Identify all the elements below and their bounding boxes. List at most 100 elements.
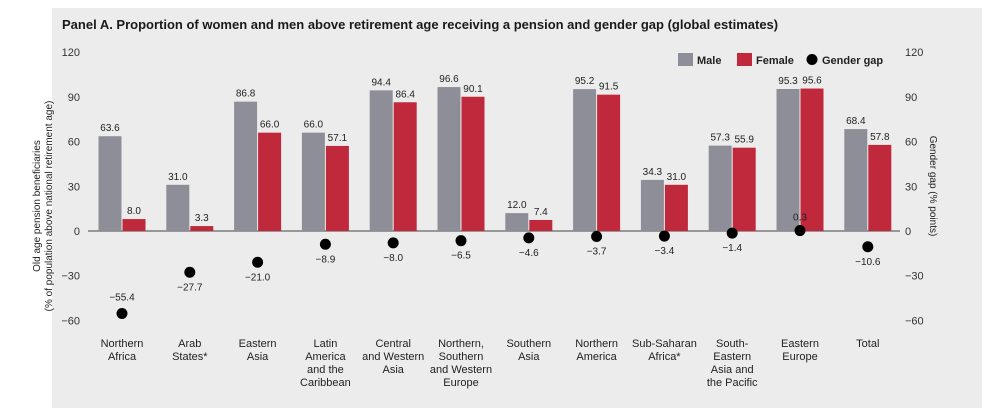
gender-gap-label: −6.5: [451, 251, 471, 262]
bar-male: [369, 90, 393, 232]
x-category-label: States*: [172, 351, 208, 363]
y-tick-label-left: −30: [61, 271, 80, 283]
bar-label-female: 90.1: [463, 84, 483, 95]
bar-female: [258, 132, 282, 231]
bar-male: [166, 184, 190, 231]
y-tick-label-left: 120: [62, 47, 80, 59]
x-category-label: America: [305, 351, 346, 363]
bar-label-female: 95.6: [802, 76, 822, 87]
x-category-label: Eastern: [781, 338, 819, 350]
gender-gap-point: [252, 256, 264, 268]
x-category-label: Africa: [108, 351, 137, 363]
gender-gap-point: [319, 238, 331, 250]
bar-label-male: 86.8: [236, 89, 256, 100]
y-tick-label-left: 0: [74, 226, 80, 238]
y-tick-label-right: 120: [905, 47, 923, 59]
legend-label-female: Female: [756, 55, 794, 67]
gender-gap-label: −3.7: [587, 247, 607, 258]
y-tick-label-right: 30: [905, 181, 917, 193]
bar-male: [776, 89, 800, 232]
bar-male: [234, 101, 258, 231]
y-tick-label-left: 60: [68, 137, 80, 149]
bar-female: [732, 147, 756, 231]
chart-panel-background: [52, 8, 982, 408]
bar-label-male: 63.6: [100, 123, 120, 134]
gender-gap-point: [794, 225, 806, 237]
bar-label-male: 94.4: [371, 77, 391, 88]
gender-gap-label: −1.4: [722, 243, 742, 254]
legend-swatch-male: [678, 53, 693, 66]
x-category-label: Southern: [439, 351, 484, 363]
y-tick-label-right: −60: [905, 315, 924, 327]
x-category-label: Asia: [518, 351, 540, 363]
bar-female: [800, 88, 824, 231]
x-category-label: Latin: [313, 338, 337, 350]
y-tick-label-right: 0: [905, 226, 911, 238]
x-category-label: and Western: [362, 351, 424, 363]
bar-female: [529, 219, 553, 231]
x-category-label: Northern: [101, 338, 144, 350]
bar-label-female: 86.4: [395, 89, 415, 100]
bar-male: [301, 132, 325, 231]
bar-label-female: 8.0: [127, 206, 141, 217]
bar-male: [437, 87, 461, 231]
gender-gap-label: −8.0: [383, 253, 403, 264]
bar-male: [505, 213, 529, 231]
y-tick-label-left: 90: [68, 92, 80, 104]
bar-label-male: 95.3: [778, 76, 798, 87]
bar-label-male: 31.0: [168, 172, 188, 183]
chart-title: Panel A. Proportion of women and men abo…: [62, 17, 779, 32]
bar-label-male: 34.3: [643, 167, 663, 178]
gender-gap-point: [116, 308, 128, 320]
gender-gap-point: [387, 237, 399, 249]
x-category-label: Eastern: [713, 351, 751, 363]
x-category-label: Asia and: [711, 364, 754, 376]
y-tick-label-left: 30: [68, 181, 80, 193]
x-category-label: Northern: [575, 338, 618, 350]
gender-gap-label: −4.6: [519, 248, 539, 259]
bar-female: [325, 145, 349, 231]
bar-label-female: 57.1: [328, 133, 348, 144]
gender-gap-point: [591, 231, 603, 243]
bar-label-female: 55.9: [734, 135, 754, 146]
x-category-label: and the: [307, 364, 344, 376]
x-category-label: Southern: [506, 338, 551, 350]
gender-gap-label: −8.9: [316, 254, 336, 265]
gender-gap-label: −27.7: [177, 282, 203, 293]
gender-gap-label: −21.0: [245, 272, 271, 283]
x-category-label: Central: [375, 338, 410, 350]
bar-female: [664, 184, 688, 231]
y-axis-title-right: Gender gap (% points): [927, 136, 938, 237]
bar-female: [393, 102, 417, 231]
bar-male: [98, 136, 122, 231]
bar-label-male: 68.4: [846, 116, 866, 127]
bar-label-male: 96.6: [439, 74, 459, 85]
y-tick-label-right: 60: [905, 137, 917, 149]
legend-label-gender-gap: Gender gap: [822, 55, 883, 67]
gender-gap-point: [523, 232, 535, 244]
bar-label-female: 31.0: [667, 172, 687, 183]
bar-label-male: 57.3: [710, 133, 730, 144]
x-category-label: Asia: [247, 351, 269, 363]
bar-label-male: 95.2: [575, 76, 595, 87]
x-category-label: Caribbean: [300, 377, 351, 389]
legend-marker-gender-gap: [806, 54, 818, 65]
gender-gap-label: −3.4: [655, 246, 675, 257]
x-category-label: Arab: [178, 338, 201, 350]
y-tick-label-right: 90: [905, 92, 917, 104]
x-category-label: Sub-Saharan: [632, 338, 697, 350]
x-category-label: the Pacific: [707, 377, 758, 389]
x-category-label: Eastern: [239, 338, 277, 350]
gender-gap-label: −55.4: [109, 293, 135, 304]
y-tick-label-right: −30: [905, 271, 924, 283]
bar-male: [573, 89, 597, 231]
gender-gap-label: −10.6: [855, 257, 881, 268]
y-axis-title-left-line1: Old age pension beneficiaries: [32, 140, 43, 272]
gender-gap-point: [455, 235, 467, 247]
bar-female: [190, 226, 214, 231]
gender-gap-point: [658, 230, 670, 242]
gender-gap-label: 0.3: [793, 213, 807, 224]
bar-female: [597, 94, 621, 231]
